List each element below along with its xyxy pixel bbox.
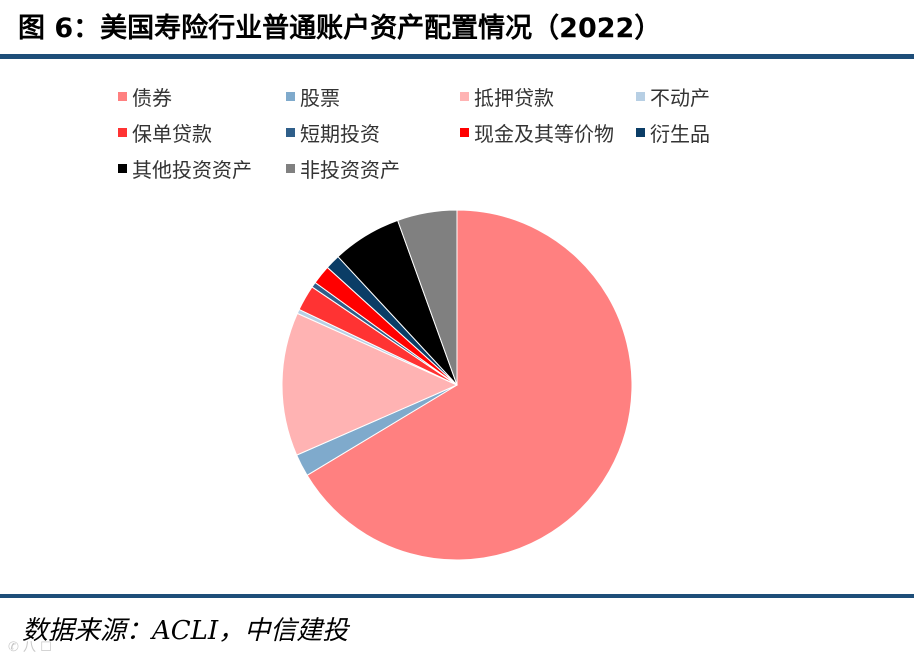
watermark-logo: ✆ 八 ☐	[8, 640, 52, 655]
legend-label: 现金及其等价物	[474, 122, 614, 146]
legend-swatch	[460, 92, 469, 101]
footer-divider	[0, 594, 914, 598]
legend-swatch	[636, 128, 645, 137]
legend-item: 其他投资资产	[118, 154, 252, 183]
pie-slice	[306, 209, 633, 561]
legend-item: 现金及其等价物	[460, 118, 614, 147]
legend-swatch	[118, 164, 127, 173]
legend-item: 抵押贷款	[460, 82, 554, 111]
legend-item: 债券	[118, 82, 172, 111]
legend-label: 股票	[300, 86, 340, 110]
legend-item: 短期投资	[286, 118, 380, 147]
legend-label: 非投资资产	[300, 158, 400, 182]
legend-label: 不动产	[650, 86, 710, 110]
legend-swatch	[118, 92, 127, 101]
legend-swatch	[286, 164, 295, 173]
source-note: 数据来源：ACLI，中信建投	[22, 616, 349, 646]
title-divider	[0, 54, 914, 59]
legend-label: 衍生品	[650, 122, 710, 146]
legend-item: 股票	[286, 82, 340, 111]
legend-swatch	[286, 128, 295, 137]
legend-label: 抵押贷款	[474, 86, 554, 110]
legend-swatch	[460, 128, 469, 137]
legend-item: 非投资资产	[286, 154, 400, 183]
legend-swatch	[636, 92, 645, 101]
chart-title: 图 6：美国寿险行业普通账户资产配置情况（2022）	[18, 13, 662, 44]
legend-item: 衍生品	[636, 118, 710, 147]
legend-label: 其他投资资产	[132, 158, 252, 182]
pie-slice	[397, 209, 458, 386]
pie-slice	[281, 312, 459, 456]
legend-swatch	[118, 128, 127, 137]
legend-item: 不动产	[636, 82, 710, 111]
legend-label: 债券	[132, 86, 172, 110]
legend-item: 保单贷款	[118, 118, 212, 147]
legend-swatch	[286, 92, 295, 101]
legend-label: 短期投资	[300, 122, 380, 146]
legend-label: 保单贷款	[132, 122, 212, 146]
